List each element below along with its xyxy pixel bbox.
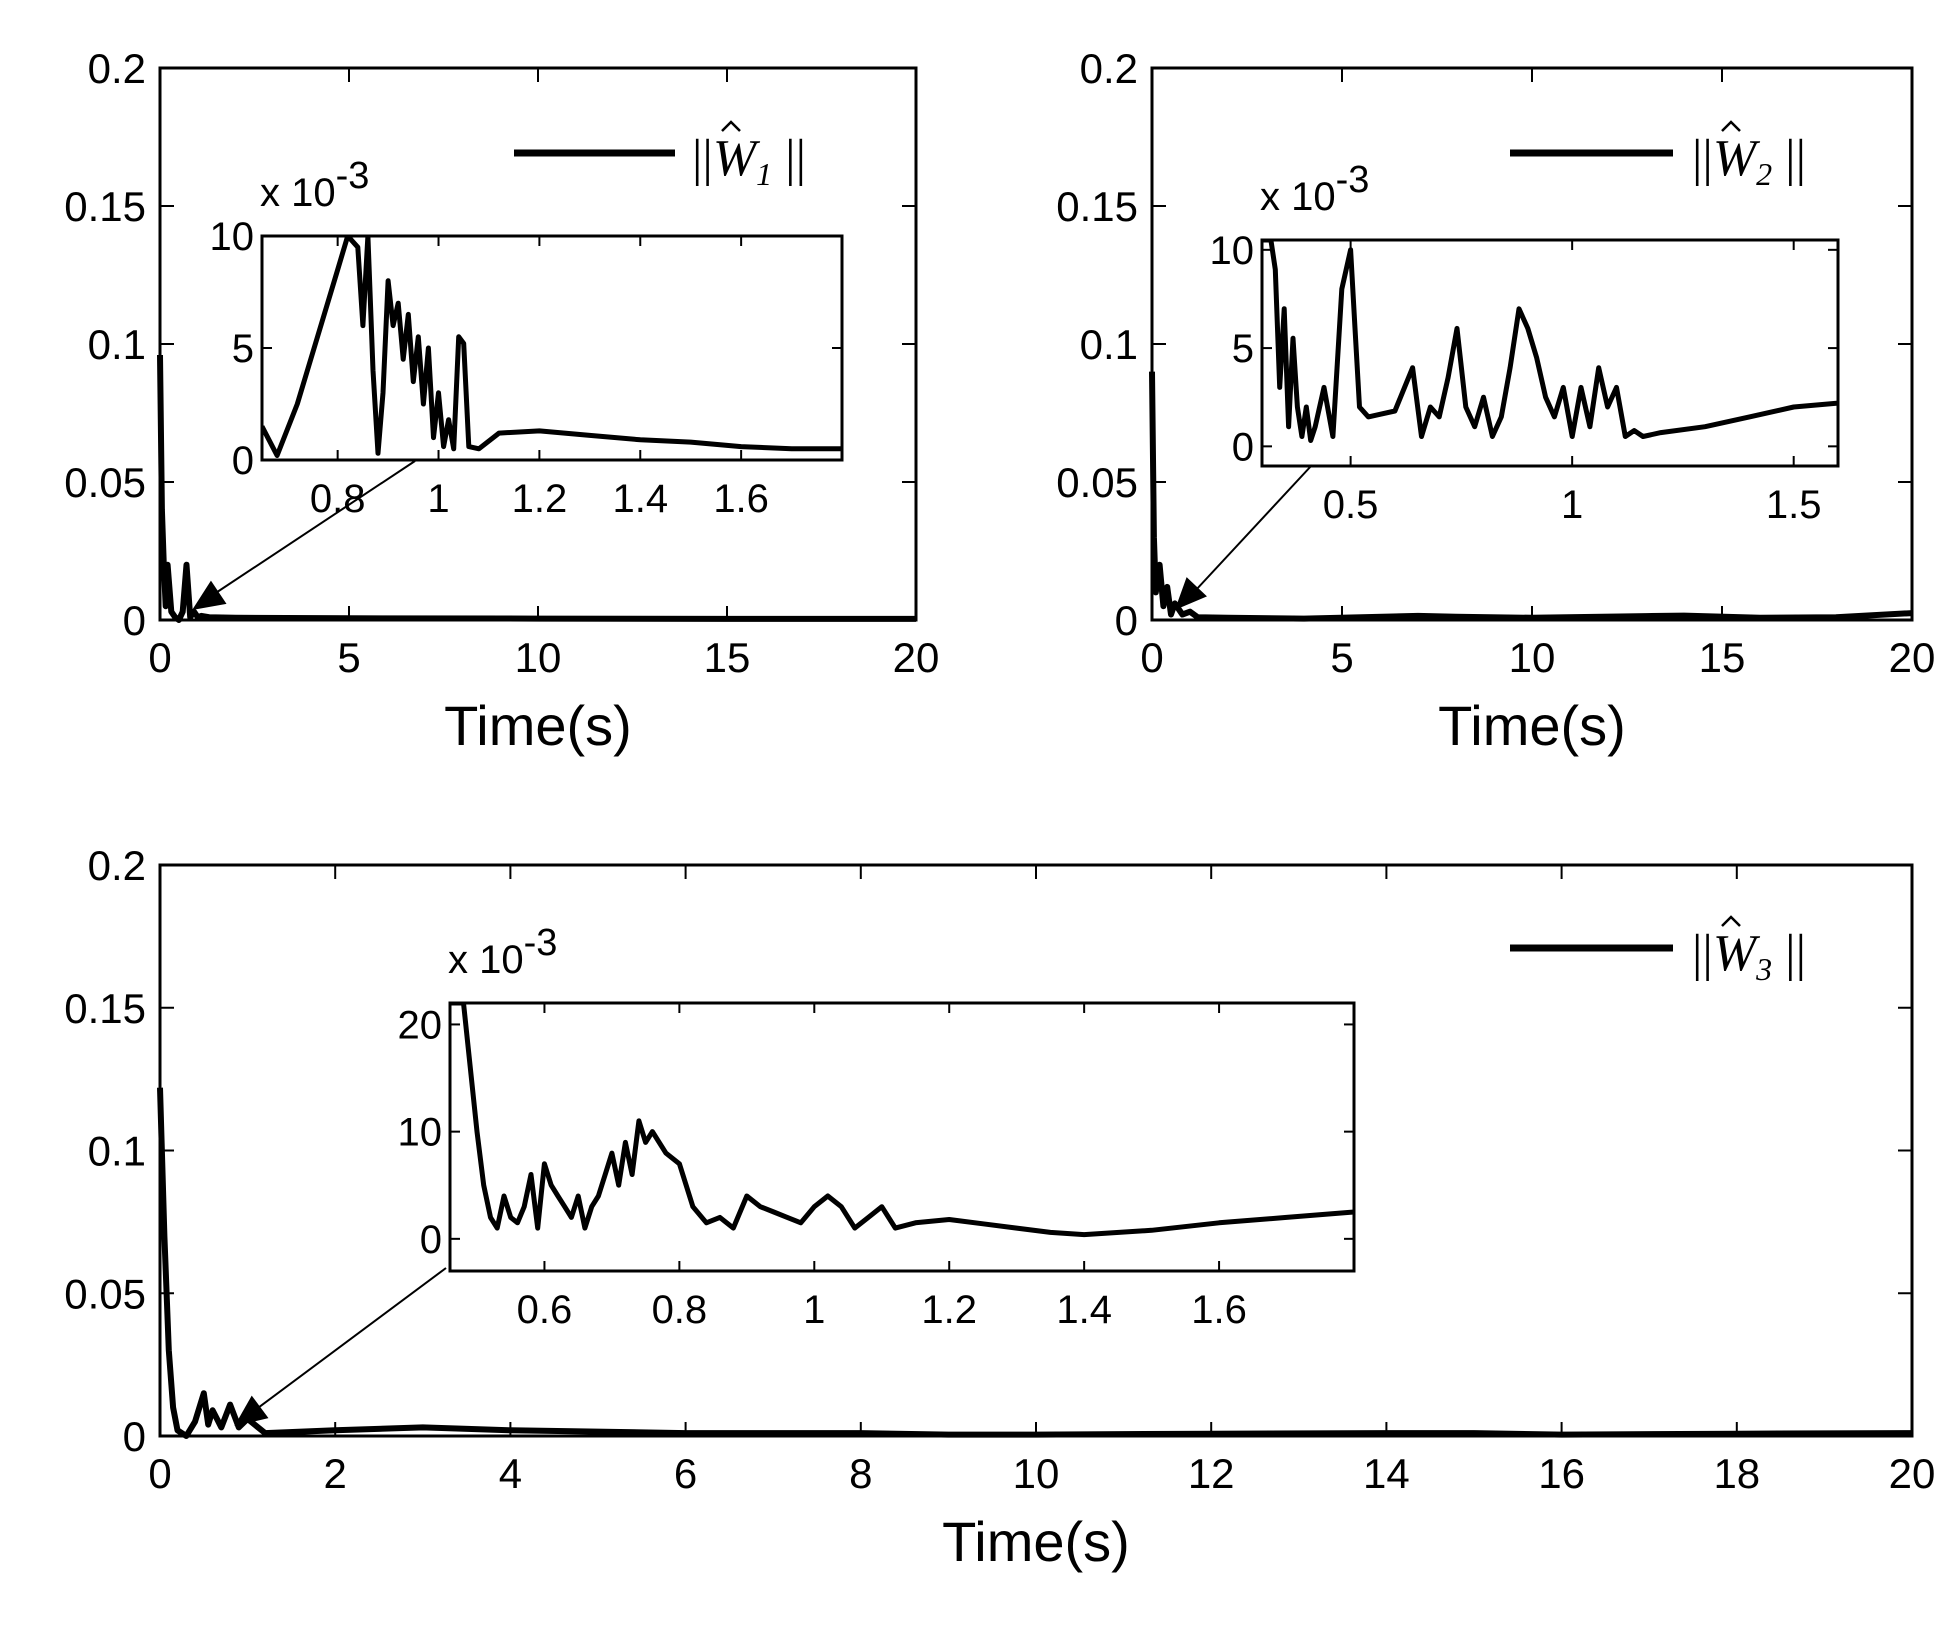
- inset-x-tick-label: 0.8: [652, 1288, 708, 1332]
- x-tick-label: 0: [1140, 634, 1163, 681]
- zoom-arrow-line: [201, 460, 416, 603]
- y-tick-label: 0: [1115, 597, 1138, 644]
- x-tick-label: 5: [337, 634, 360, 681]
- inset-x-tick-label: 1.4: [1056, 1288, 1112, 1332]
- x-tick-label: 5: [1330, 634, 1353, 681]
- y-tick-label: 0.2: [88, 842, 146, 889]
- inset-y-tick-label: 10: [1210, 229, 1255, 273]
- legend-label: ||W3 ||: [1692, 925, 1806, 987]
- zoom-arrow-line: [1184, 464, 1313, 603]
- x-tick-label: 10: [1509, 634, 1556, 681]
- x-tick-label: 15: [1699, 634, 1746, 681]
- y-tick-label: 0.15: [64, 985, 146, 1032]
- y-tick-label: 0.1: [88, 321, 146, 368]
- inset-exponent-label: x 10-3: [1260, 159, 1369, 219]
- inset-y-tick-label: 10: [210, 215, 255, 259]
- inset-plot: 0.5 1 1.5 0 5 10x 10-3: [1210, 159, 1840, 527]
- inset-x-tick-label: 1: [427, 477, 449, 521]
- series-line-w3: [157, 1087, 1913, 1439]
- x-tick-label: 10: [1013, 1450, 1060, 1497]
- y-tick-label: 0.05: [64, 459, 146, 506]
- legend: ||W2 ||: [1510, 120, 1806, 192]
- inset-exponent-label: x 10-3: [448, 922, 557, 982]
- inset-x-tick-label: 1.2: [921, 1288, 977, 1332]
- x-tick-label: 0: [148, 1450, 171, 1497]
- inset-x-tick-label: 1.2: [512, 477, 568, 521]
- inset-x-tick-label: 0.5: [1323, 483, 1379, 527]
- legend: ||W1 ||: [514, 120, 806, 192]
- inset-y-tick-label: 5: [1232, 327, 1254, 371]
- y-tick-label: 0.15: [1056, 183, 1138, 230]
- inset-x-tick-label: 0.6: [517, 1288, 573, 1332]
- x-tick-label: 20: [1889, 634, 1936, 681]
- inset-exponent-label: x 10-3: [260, 155, 369, 215]
- x-tick-label: 15: [704, 634, 751, 681]
- series-line-w2: [1149, 371, 1913, 622]
- inset-series-line: [450, 1003, 1354, 1238]
- y-tick-label: 0.15: [64, 183, 146, 230]
- x-tick-label: 18: [1713, 1450, 1760, 1497]
- legend: ||W3 ||: [1510, 915, 1806, 987]
- y-tick-label: 0.05: [64, 1270, 146, 1317]
- y-tick-label: 0.2: [88, 45, 146, 92]
- y-tick-label: 0.2: [1080, 45, 1138, 92]
- y-tick-label: 0: [123, 1413, 146, 1460]
- inset-y-tick-label: 5: [232, 327, 254, 371]
- inset-x-tick-label: 1.5: [1766, 483, 1822, 527]
- y-tick-label: 0.1: [1080, 321, 1138, 368]
- x-axis-label: Time(s): [942, 1510, 1130, 1573]
- zoom-arrow-head: [1174, 577, 1207, 610]
- inset-y-tick-label: 0: [1232, 425, 1254, 469]
- y-tick-label: 0.05: [1056, 459, 1138, 506]
- x-tick-label: 6: [674, 1450, 697, 1497]
- x-tick-label: 8: [849, 1450, 872, 1497]
- x-axis-label: Time(s): [444, 694, 632, 757]
- inset-y-tick-label: 0: [420, 1218, 442, 1262]
- inset-frame: [260, 234, 844, 462]
- inset-x-tick-label: 1.6: [1191, 1288, 1247, 1332]
- legend-hat: [721, 120, 741, 132]
- series-line-w1: [157, 354, 916, 623]
- x-tick-label: 12: [1188, 1450, 1235, 1497]
- legend-label: ||W2 ||: [1692, 130, 1806, 192]
- inset-series-line: [262, 236, 842, 458]
- legend-hat: [1721, 120, 1741, 132]
- x-tick-label: 2: [324, 1450, 347, 1497]
- x-axis-label: Time(s): [1438, 694, 1626, 757]
- y-tick-label: 0: [123, 597, 146, 644]
- x-tick-label: 20: [893, 634, 940, 681]
- inset-x-tick-label: 1: [1561, 483, 1583, 527]
- x-tick-label: 16: [1538, 1450, 1585, 1497]
- inset-frame: [1260, 238, 1840, 468]
- inset-series-line: [1262, 240, 1838, 443]
- x-tick-label: 14: [1363, 1450, 1410, 1497]
- x-tick-label: 10: [515, 634, 562, 681]
- zoom-arrow-head: [234, 1395, 269, 1426]
- legend-label: ||W1 ||: [692, 130, 806, 192]
- x-tick-label: 20: [1889, 1450, 1936, 1497]
- y-tick-label: 0.1: [88, 1128, 146, 1175]
- inset-y-tick-label: 0: [232, 439, 254, 483]
- inset-y-tick-label: 10: [398, 1111, 443, 1155]
- inset-y-tick-label: 20: [398, 1003, 443, 1047]
- x-tick-label: 4: [499, 1450, 522, 1497]
- x-tick-label: 0: [148, 634, 171, 681]
- inset-x-tick-label: 1.4: [612, 477, 668, 521]
- legend-hat: [1721, 915, 1741, 927]
- inset-x-tick-label: 1.6: [713, 477, 769, 521]
- chart-w3-norm: 0 2 4 6 8 10 12 14 16 18 2000.050.10.150.2Time(s)|…: [64, 842, 1935, 1573]
- inset-plot: 0.6 0.8 1 1.2 1.4 1.6 0 10 20x 10-3: [398, 922, 1356, 1332]
- inset-frame: [448, 1001, 1356, 1273]
- zoom-arrow-head: [192, 580, 227, 610]
- inset-x-tick-label: 1: [803, 1288, 825, 1332]
- zoom-arrow-line: [243, 1267, 447, 1419]
